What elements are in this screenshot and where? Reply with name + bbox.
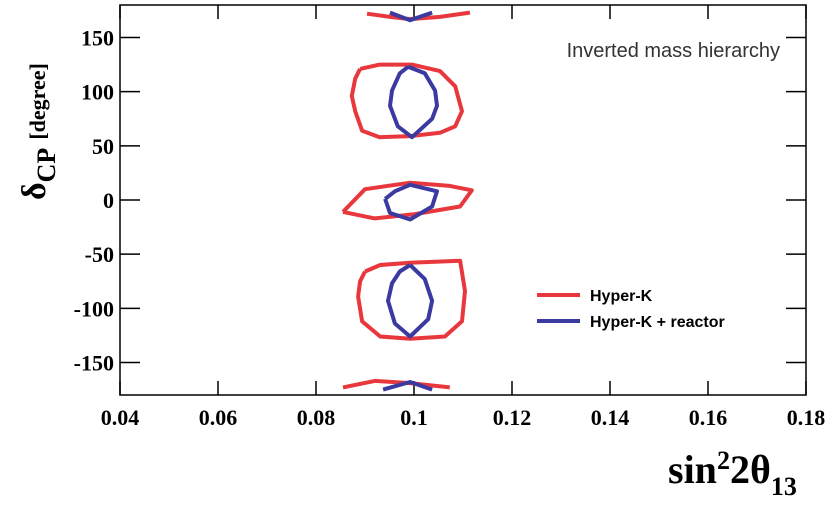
contour-line — [386, 263, 435, 339]
y-tick-label: -150 — [74, 351, 114, 376]
legend-label: Hyper-K + reactor — [590, 314, 725, 331]
y-tick-label: -50 — [85, 242, 114, 267]
contour-line — [356, 258, 467, 341]
y-tick-label: 50 — [92, 134, 114, 159]
annotation: Inverted mass hierarchy — [567, 40, 780, 62]
x-tick-label: 0.06 — [199, 405, 238, 430]
x-tick-label: 0.04 — [101, 405, 140, 430]
x-tick-label: 0.16 — [689, 405, 728, 430]
y-tick-label: 150 — [81, 26, 114, 51]
x-label-sub: 13 — [771, 472, 797, 501]
y-label-base: δ — [16, 182, 53, 200]
y-axis-label: δCP [degree] — [16, 63, 61, 200]
x-axis-label: sin22θ13 — [668, 446, 797, 501]
legend-label: Hyper-K — [590, 288, 653, 305]
y-tick-label: 100 — [81, 80, 114, 105]
contour-line — [382, 380, 433, 392]
x-tick-label: 0.12 — [493, 405, 532, 430]
contour-line — [341, 180, 474, 221]
x-label-mid: 2θ — [730, 447, 771, 492]
x-label-sup: 2 — [717, 446, 730, 475]
contour-line — [389, 10, 433, 23]
x-label-base: sin — [668, 447, 717, 492]
contour-line — [342, 378, 451, 390]
contour-line — [388, 64, 439, 140]
x-tick-label: 0.1 — [400, 405, 428, 430]
contour-line — [349, 62, 464, 140]
y-label-unit: [degree] — [25, 63, 50, 140]
x-tick-label: 0.08 — [297, 405, 336, 430]
y-tick-label: -100 — [74, 296, 114, 321]
y-tick-label: 0 — [103, 188, 114, 213]
contour-line — [383, 182, 439, 222]
y-label-sub: CP — [32, 148, 61, 183]
x-tick-label: 0.18 — [787, 405, 826, 430]
x-tick-label: 0.14 — [591, 405, 630, 430]
